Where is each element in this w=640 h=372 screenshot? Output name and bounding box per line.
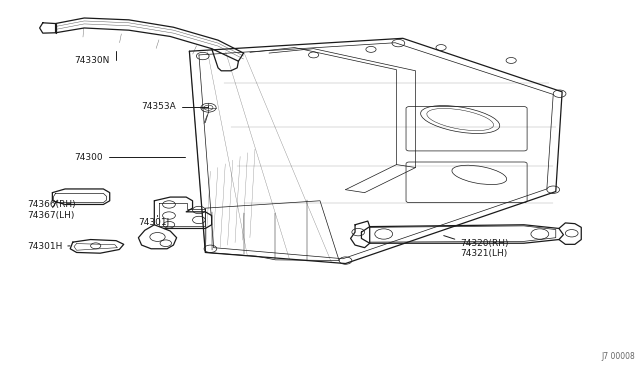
Text: 74320(RH)
74321(LH): 74320(RH) 74321(LH)	[444, 235, 509, 259]
Text: 74366(RH)
74367(LH): 74366(RH) 74367(LH)	[27, 200, 76, 220]
Text: 74353A: 74353A	[141, 102, 209, 111]
Text: 74301J: 74301J	[138, 215, 170, 227]
Text: J7 00008: J7 00008	[602, 352, 636, 361]
Text: 74300: 74300	[75, 153, 186, 162]
Text: 74301H: 74301H	[27, 242, 70, 251]
Text: 74330N: 74330N	[75, 51, 116, 65]
